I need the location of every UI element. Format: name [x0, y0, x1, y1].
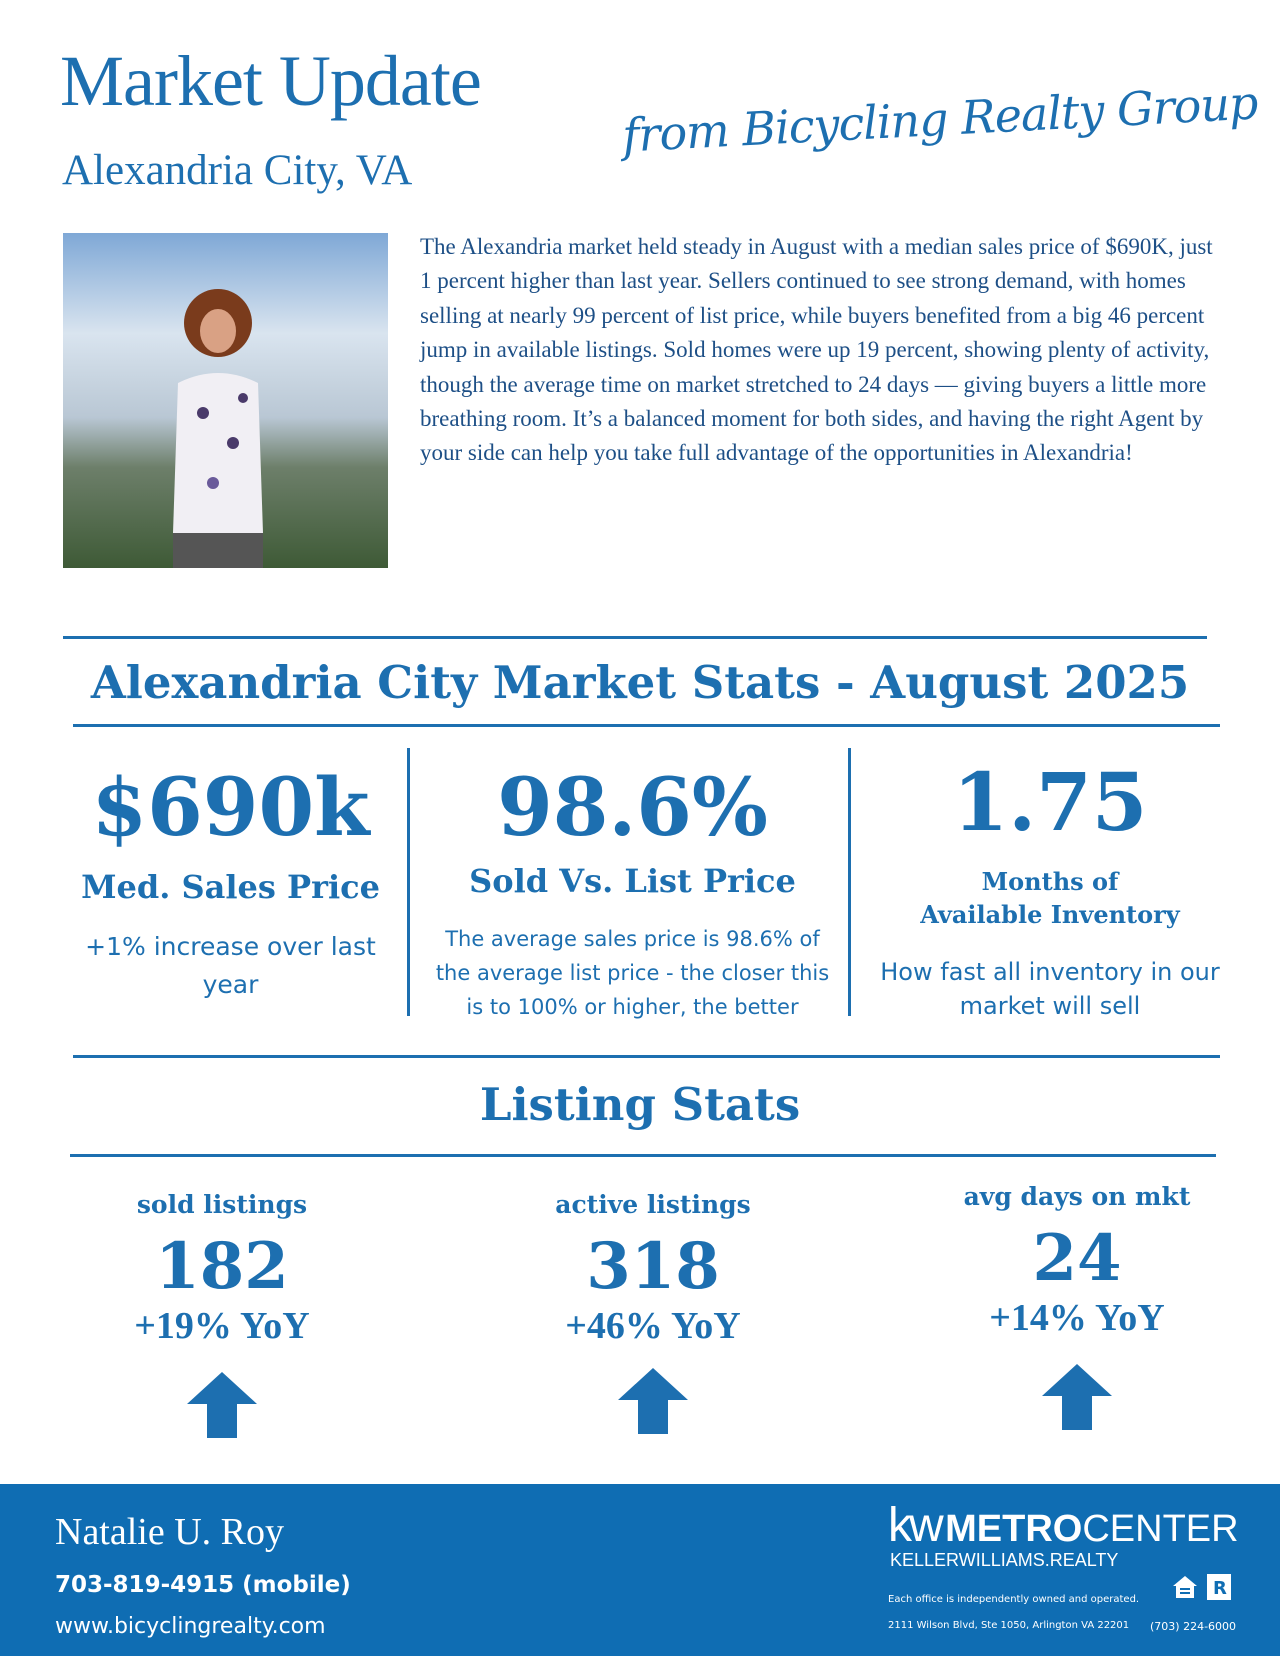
- stat-value: $690k: [91, 760, 370, 854]
- stat-label: Med. Sales Price: [81, 868, 380, 906]
- column-divider: [407, 748, 410, 1016]
- kw-logo: kw METROCENTER: [888, 1498, 1239, 1553]
- divider: [63, 636, 1207, 639]
- page-title: Market Update: [60, 41, 482, 121]
- listing-value: 182: [155, 1229, 289, 1304]
- stat-desc: +1% increase over last year: [85, 932, 376, 999]
- equal-housing-icon: [1173, 1576, 1197, 1598]
- stat-sold-vs-list: 98.6% Sold Vs. List Price The average sa…: [430, 760, 835, 1024]
- column-divider: [848, 748, 851, 1016]
- listing-days: avg days on mkt 24 +14% YoY: [927, 1182, 1227, 1434]
- market-stats-heading: Alexandria City Market Stats - August 20…: [90, 656, 1190, 709]
- office-phone: (703) 224-6000: [1150, 1620, 1237, 1633]
- intro-paragraph: The Alexandria market held steady in Aug…: [420, 234, 1213, 466]
- logo-metro: METRO: [945, 1508, 1083, 1550]
- listing-yoy: +14% YoY: [989, 1297, 1165, 1339]
- divider: [73, 1055, 1220, 1058]
- divider: [73, 724, 1220, 727]
- stat-label: Sold Vs. List Price: [469, 862, 796, 900]
- website-link[interactable]: www.bicyclingrealty.com: [55, 1614, 326, 1639]
- listing-sold: sold listings 182 +19% YoY: [72, 1190, 372, 1442]
- arrow-up-icon: [1042, 1364, 1112, 1430]
- listing-yoy: +46% YoY: [565, 1305, 741, 1347]
- stat-desc: The average sales price is 98.6% of the …: [435, 927, 830, 1019]
- listing-value: 24: [1032, 1221, 1122, 1296]
- stat-median-price: $690k Med. Sales Price +1% increase over…: [73, 760, 388, 1004]
- arrow-up-icon: [187, 1372, 257, 1438]
- stat-inventory: 1.75 Months of Available Inventory How f…: [870, 755, 1230, 1023]
- divider: [70, 1154, 1216, 1157]
- stat-desc: How fast all inventory in our market wil…: [880, 958, 1220, 1020]
- svg-text:R: R: [1213, 1578, 1227, 1599]
- agent-phone[interactable]: 703-819-4915 (mobile): [55, 1572, 351, 1598]
- stat-label: Months of Available Inventory: [920, 867, 1180, 929]
- page-subtitle: Alexandria City, VA: [62, 147, 413, 194]
- arrow-up-icon: [618, 1368, 688, 1434]
- agent-name: Natalie U. Roy: [55, 1511, 285, 1553]
- realtor-icon: R: [1207, 1574, 1231, 1600]
- footer: Natalie U. Roy 703-819-4915 (mobile) www…: [0, 1484, 1280, 1656]
- logo-kw: kw: [888, 1499, 944, 1552]
- listing-label: active listings: [555, 1190, 751, 1219]
- disclaimer: Each office is independently owned and o…: [888, 1594, 1140, 1605]
- listing-label: avg days on mkt: [963, 1182, 1191, 1211]
- agent-photo: [63, 233, 388, 568]
- stat-value: 98.6%: [497, 760, 768, 854]
- listing-yoy: +19% YoY: [134, 1305, 310, 1347]
- agent-figure: [173, 289, 263, 568]
- logo-center: CENTER: [1082, 1508, 1239, 1550]
- office-address: 2111 Wilson Blvd, Ste 1050, Arlington VA…: [888, 1620, 1130, 1631]
- logo-subtitle: KELLERWILLIAMS.REALTY: [890, 1550, 1119, 1570]
- tagline: from Bicycling Realty Group: [621, 75, 1259, 163]
- stat-value: 1.75: [952, 755, 1148, 849]
- listing-active: active listings 318 +46% YoY: [503, 1190, 803, 1438]
- listing-stats-heading: Listing Stats: [479, 1078, 801, 1131]
- listing-value: 318: [586, 1229, 720, 1304]
- listing-label: sold listings: [136, 1190, 308, 1219]
